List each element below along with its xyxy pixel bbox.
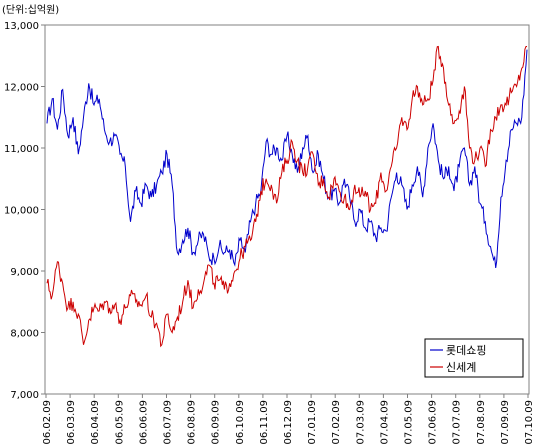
x-tick-label: 07.01.09	[307, 400, 318, 445]
x-tick-label: 07.05.09	[404, 400, 415, 445]
legend-label-lotte: 롯데쇼핑	[446, 344, 486, 357]
y-tick-label: 8,000	[10, 329, 39, 340]
x-tick-label: 06.06.09	[138, 400, 149, 445]
x-tick-label: 06.10.09	[235, 400, 246, 445]
x-tick-label: 06.11.09	[259, 400, 270, 445]
series-line-lotte	[46, 49, 528, 268]
series-layer	[46, 45, 528, 348]
series-line-shinsegae	[46, 45, 527, 348]
x-tick-label: 07.10.09	[524, 400, 533, 445]
x-tick-label: 07.08.09	[476, 400, 487, 445]
y-tick-label: 10,000	[4, 206, 39, 217]
x-axis: 06.02.09 06.03.09 06.04.09 06.05.09 06.06.09…	[42, 394, 533, 445]
y-tick-label: 9,000	[10, 267, 39, 278]
y-tick-label: 11,000	[4, 144, 39, 155]
x-tick-label: 07.04.09	[379, 400, 390, 445]
x-tick-label: 07.09.09	[500, 400, 511, 445]
x-tick-label: 06.07.09	[163, 400, 174, 445]
x-tick-label: 06.12.09	[283, 400, 294, 445]
y-tick-label: 12,000	[4, 83, 39, 94]
plot-area	[44, 24, 530, 395]
y-tick-label: 7,000	[10, 390, 39, 401]
x-tick-label: 07.02.09	[331, 400, 342, 445]
y-tick-label: 13,000	[4, 21, 39, 32]
unit-label: (단위:십억원)	[2, 3, 59, 16]
legend: 롯데쇼핑 신세계	[424, 338, 524, 378]
x-tick-label: 07.03.09	[355, 400, 366, 445]
y-axis: 7,000 8,000 9,000 10,000 11,000 12,000 13,000	[4, 21, 45, 401]
x-tick-label: 07.06.09	[428, 400, 439, 445]
x-tick-label: 06.04.09	[90, 400, 101, 445]
legend-box	[424, 338, 524, 378]
x-tick-label: 06.08.09	[187, 400, 198, 445]
x-tick-label: 06.03.09	[66, 400, 77, 445]
x-tick-label: 07.07.09	[452, 400, 463, 445]
legend-label-shinsegae: 신세계	[446, 361, 476, 374]
x-tick-label: 06.05.09	[114, 400, 125, 445]
x-tick-label: 06.02.09	[42, 400, 53, 445]
x-tick-label: 06.09.09	[211, 400, 222, 445]
